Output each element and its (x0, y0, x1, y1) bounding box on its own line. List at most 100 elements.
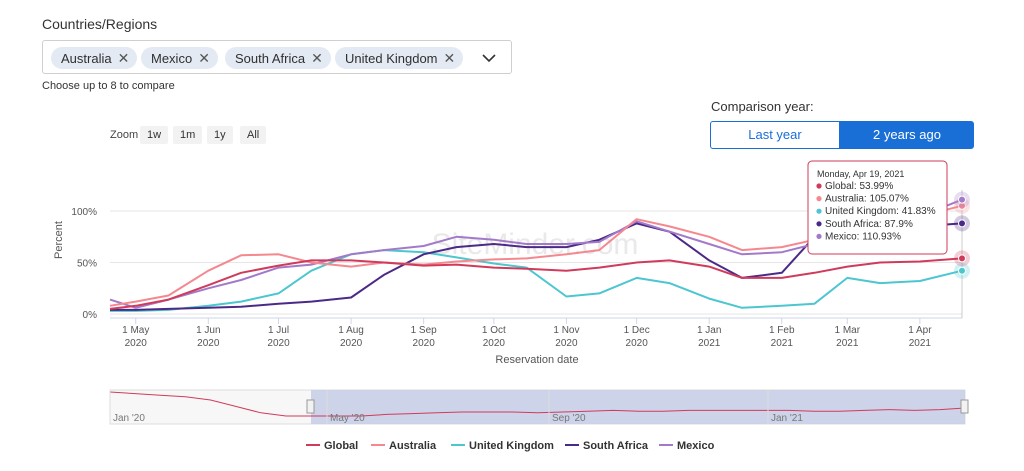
x-tick-label: 1 Jan (697, 325, 721, 336)
x-tick-label: 2020 (555, 338, 578, 349)
x-tick-label: 1 Jul (268, 325, 289, 336)
chip-label: United Kingdom (345, 51, 438, 66)
x-tick-label: 2020 (125, 338, 148, 349)
tooltip-line: Mexico: 110.93% (825, 231, 901, 242)
y-tick-label: 0% (83, 310, 98, 321)
x-axis: 1 May 2020 1 Jun 2020 1 Jul 2020 1 Aug 2020 1 Se… (110, 317, 962, 349)
remove-icon[interactable]: ✕ (117, 50, 130, 66)
remove-icon[interactable]: ✕ (311, 50, 323, 66)
x-tick-label: 2020 (483, 338, 506, 349)
navigator-right-handle[interactable] (960, 399, 969, 414)
navigator-label: Jan '20 (113, 413, 145, 424)
chip-united-kingdom[interactable]: United Kingdom ✕ (335, 47, 464, 69)
comparison-label: Comparison year: (711, 99, 814, 114)
legend: Global Australia United Kingdom South Afric… (306, 440, 715, 452)
hover-halo (954, 197, 970, 214)
tooltip-date: Monday, Apr 19, 2021 (817, 169, 904, 179)
series-line-south-africa (110, 222, 963, 311)
chevron-down-icon[interactable] (481, 50, 497, 66)
x-tick-label: 2020 (197, 338, 220, 349)
x-tick-label: 1 Feb (769, 325, 795, 336)
navigator: Jan '20 May '20 Sep '20 Jan '21 (109, 389, 969, 425)
remove-icon[interactable]: ✕ (443, 50, 456, 66)
tooltip-bullet (816, 208, 822, 214)
legend-item[interactable]: Global (324, 440, 358, 452)
zoom-1m-button[interactable]: 1m (173, 126, 203, 144)
remove-icon[interactable]: ✕ (198, 50, 210, 66)
last-year-button[interactable]: Last year (710, 121, 840, 149)
navigator-label: Sep '20 (552, 413, 586, 424)
tooltip-bullet (816, 221, 822, 227)
select-hint: Choose up to 8 to compare (42, 80, 175, 92)
zoom-1w-button[interactable]: 1w (140, 126, 169, 144)
y-tick-label: 100% (71, 207, 97, 218)
hover-point (958, 219, 966, 228)
x-tick-label: 2020 (340, 338, 363, 349)
chip-label: Australia (61, 51, 112, 66)
legend-item[interactable]: South Africa (583, 440, 649, 452)
watermark: SiteMinder.com (432, 228, 639, 261)
two-years-ago-button[interactable]: 2 years ago (840, 121, 974, 149)
x-tick-label: 1 Nov (553, 325, 579, 336)
navigator-line (109, 391, 966, 417)
chip-australia[interactable]: Australia ✕ (51, 47, 138, 69)
navigator-left-handle[interactable] (306, 399, 315, 414)
tooltip-bullet (816, 196, 822, 202)
x-tick-label: 2020 (626, 338, 649, 349)
hover-halo (954, 191, 970, 208)
grid-lines (110, 210, 962, 315)
comparison-toggle: Last year 2 years ago (710, 121, 974, 149)
series-line-global (109, 257, 963, 310)
hover-halo (954, 215, 970, 232)
tooltip-line: Australia: 105.07% (825, 194, 909, 205)
x-tick-label: 1 Dec (624, 325, 650, 336)
tooltip-line: United Kingdom: 41.83% (825, 206, 936, 217)
x-tick-label: 2020 (413, 338, 436, 349)
series-line-australia (109, 204, 963, 307)
series-lines (109, 198, 963, 312)
navigator-label: Jan '21 (771, 413, 803, 424)
tooltip-bullet (816, 183, 822, 189)
zoom-label: Zoom (110, 129, 139, 141)
country-select[interactable]: Australia ✕ Mexico ✕ South Africa ✕ United … (42, 40, 512, 74)
zoom-all-button[interactable]: All (240, 126, 267, 144)
chip-south-africa[interactable]: South Africa ✕ (225, 47, 331, 69)
hover-point (958, 195, 966, 204)
chip-mexico[interactable]: Mexico ✕ (141, 47, 218, 69)
x-tick-label: 2021 (836, 338, 859, 349)
x-tick-label: 2021 (909, 338, 932, 349)
hover-markers (954, 191, 970, 279)
x-axis-label: Reservation date (495, 354, 578, 366)
y-axis-label: Percent (53, 221, 65, 259)
series-line-united-kingdom (110, 249, 963, 312)
x-tick-label: 2021 (771, 338, 794, 349)
legend-item[interactable]: Mexico (677, 440, 715, 452)
y-tick-label: 50% (77, 259, 97, 270)
chip-label: South Africa (235, 51, 306, 66)
tooltip-bullet (816, 233, 822, 239)
navigator-label: May '20 (330, 413, 365, 424)
tooltip-line: South Africa: 87.9% (825, 219, 913, 230)
chip-label: Mexico (151, 51, 193, 66)
zoom-1y-button[interactable]: 1y (207, 126, 233, 144)
hover-halo (954, 262, 970, 279)
hover-point (958, 254, 966, 263)
y-axis: 0% 50% 100% (71, 207, 97, 321)
tooltip: Monday, Apr 19, 2021 Global: 53.99% Austr… (807, 160, 948, 255)
hover-point (958, 201, 966, 210)
x-tick-label: 2020 (267, 338, 290, 349)
navigator-track (109, 389, 966, 425)
tooltip-line: Global: 53.99% (825, 181, 893, 192)
x-tick-label: 2021 (698, 338, 721, 349)
x-tick-label: 1 May (122, 325, 149, 336)
legend-item[interactable]: United Kingdom (469, 440, 554, 452)
navigator-selection[interactable] (311, 390, 965, 424)
x-tick-label: 1 Sep (411, 325, 438, 336)
hover-point (958, 266, 966, 275)
x-tick-label: 1 Apr (908, 325, 932, 336)
legend-item[interactable]: Australia (389, 440, 437, 452)
filter-label: Countries/Regions (42, 16, 158, 32)
hover-halo (954, 250, 970, 267)
x-tick-label: 1 Aug (338, 325, 364, 336)
x-tick-label: 1 Jun (196, 325, 220, 336)
